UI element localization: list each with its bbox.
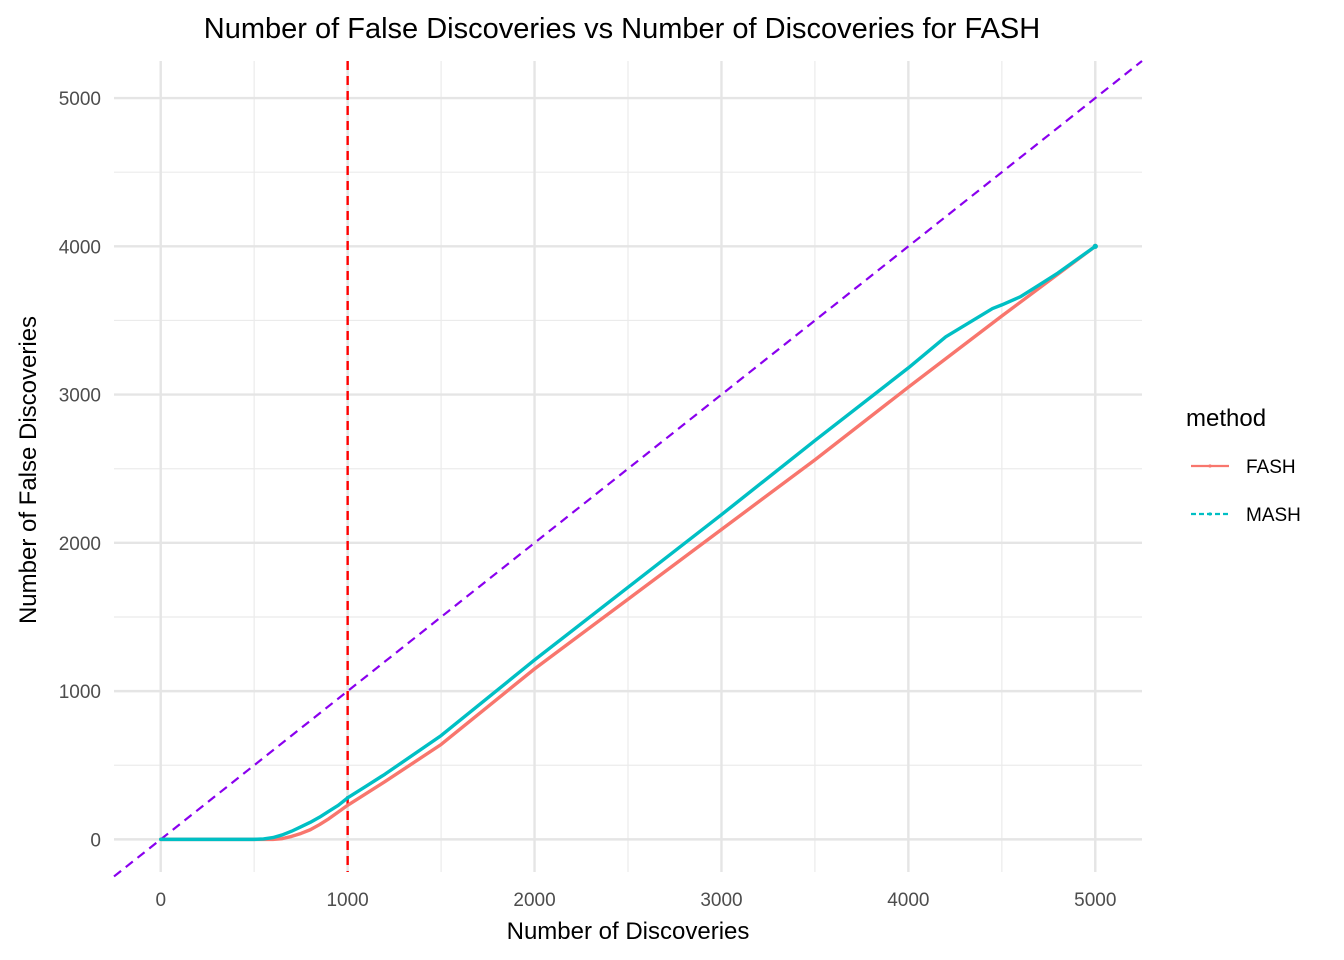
y-tick-label: 0	[90, 830, 101, 851]
x-tick-label: 2000	[513, 890, 555, 911]
y-tick-label: 5000	[59, 89, 101, 110]
reference-line-diagonal	[113, 60, 1143, 878]
reference-lines	[113, 60, 1143, 878]
series-line-mash	[159, 244, 1097, 842]
x-tick-label: 4000	[887, 890, 929, 911]
y-axis-ticks: 0 1000 2000 3000 4000 5000	[59, 89, 101, 851]
y-tick-label: 1000	[59, 682, 101, 703]
legend-title: method	[1186, 405, 1266, 432]
legend-key-point	[1208, 464, 1212, 468]
legend: method FASH MASH	[1186, 405, 1301, 526]
x-tick-label: 1000	[326, 890, 368, 911]
chart-title: Number of False Discoveries vs Number of…	[204, 13, 1040, 45]
series-endpoint-mash	[1092, 243, 1098, 249]
x-axis-ticks: 0 1000 2000 3000 4000 5000	[155, 890, 1116, 911]
legend-label-mash: MASH	[1246, 505, 1301, 526]
y-tick-label: 3000	[59, 386, 101, 407]
series-layer	[159, 243, 1098, 842]
x-axis-title: Number of Discoveries	[507, 918, 750, 945]
x-tick-label: 0	[155, 890, 166, 911]
legend-key-point	[1208, 512, 1212, 516]
y-tick-label: 2000	[59, 534, 101, 555]
series-line-fash	[159, 244, 1097, 842]
y-axis-title: Number of False Discoveries	[15, 316, 42, 624]
x-tick-label: 5000	[1074, 890, 1116, 911]
grid-minor	[114, 61, 1142, 872]
legend-label-fash: FASH	[1246, 457, 1296, 478]
x-tick-label: 3000	[700, 890, 742, 911]
y-tick-label: 4000	[59, 237, 101, 258]
